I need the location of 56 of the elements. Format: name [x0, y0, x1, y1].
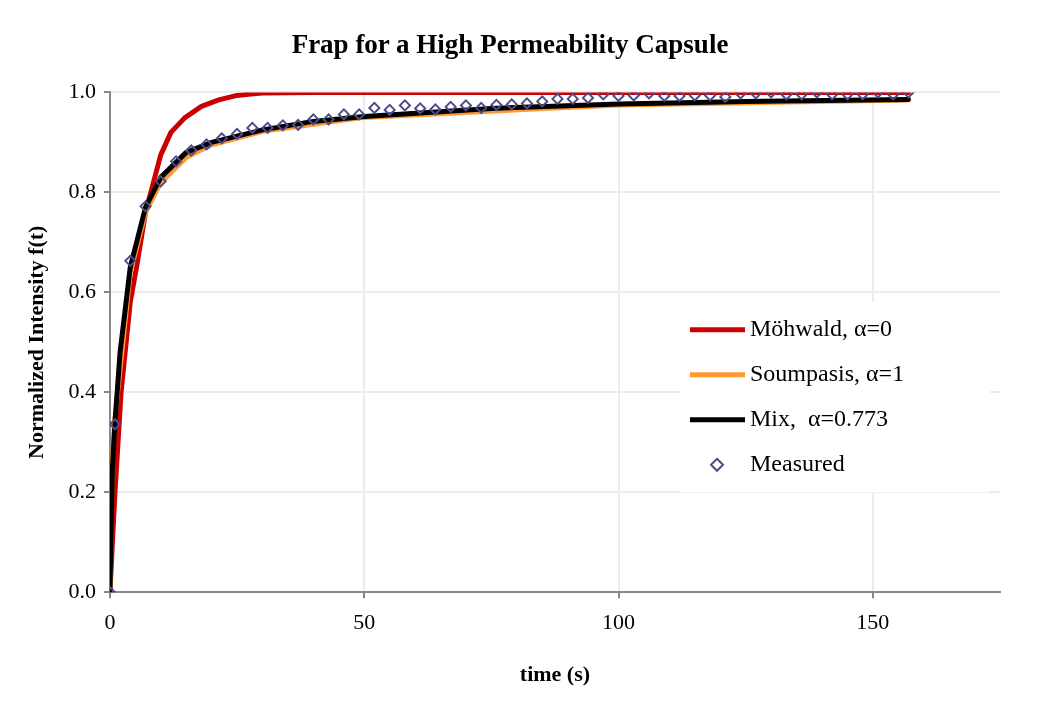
point	[292, 118, 305, 131]
point	[307, 113, 320, 126]
point	[185, 144, 198, 157]
x-tick-label: 50	[353, 609, 376, 635]
legend-label: Measured	[750, 450, 845, 477]
y-tick-label: 0.8	[68, 178, 96, 204]
point	[505, 98, 518, 111]
point	[459, 99, 472, 112]
point	[170, 155, 183, 168]
point	[414, 102, 427, 115]
y-tick-label: 1.0	[68, 78, 96, 104]
point	[200, 138, 213, 151]
point	[673, 92, 686, 102]
point	[475, 101, 488, 114]
point	[536, 95, 549, 108]
y-tick-label: 0.6	[68, 278, 96, 304]
point	[704, 92, 717, 102]
point	[688, 92, 701, 102]
point	[444, 100, 457, 113]
point	[337, 108, 350, 121]
point	[383, 103, 396, 116]
point	[124, 254, 137, 267]
point	[261, 121, 274, 134]
chart-title: Frap for a High Permeability Capsule	[291, 29, 729, 60]
point	[109, 418, 121, 431]
point	[368, 101, 381, 114]
y-tick-label: 0.2	[68, 478, 96, 504]
x-tick-label: 150	[856, 609, 890, 635]
point	[520, 97, 533, 110]
legend-label: Möhwald, α=0	[750, 315, 893, 342]
point	[582, 92, 595, 104]
point	[719, 92, 732, 103]
point	[215, 132, 228, 145]
x-axis-title: time (s)	[519, 661, 591, 687]
y-axis-title: Normalized Intensity f(t)	[22, 225, 48, 459]
point	[490, 98, 503, 111]
point	[612, 92, 625, 102]
point	[246, 121, 259, 134]
x-tick-label: 0	[104, 609, 116, 635]
y-tick-label: 0.4	[68, 378, 96, 404]
point	[658, 92, 671, 102]
point	[322, 113, 335, 126]
point	[276, 119, 289, 132]
legend-label: Soumpasis, α=1	[750, 360, 905, 387]
point	[398, 99, 411, 112]
point	[627, 92, 640, 102]
point	[551, 92, 564, 105]
point	[353, 108, 366, 121]
y-tick-label: 0.0	[68, 577, 96, 603]
x-tick-label: 100	[602, 609, 636, 635]
legend-label: Mix, α=0.773	[750, 405, 889, 432]
point	[566, 92, 579, 105]
point	[231, 127, 244, 140]
point	[429, 103, 442, 116]
point	[154, 175, 167, 188]
point	[139, 200, 152, 213]
